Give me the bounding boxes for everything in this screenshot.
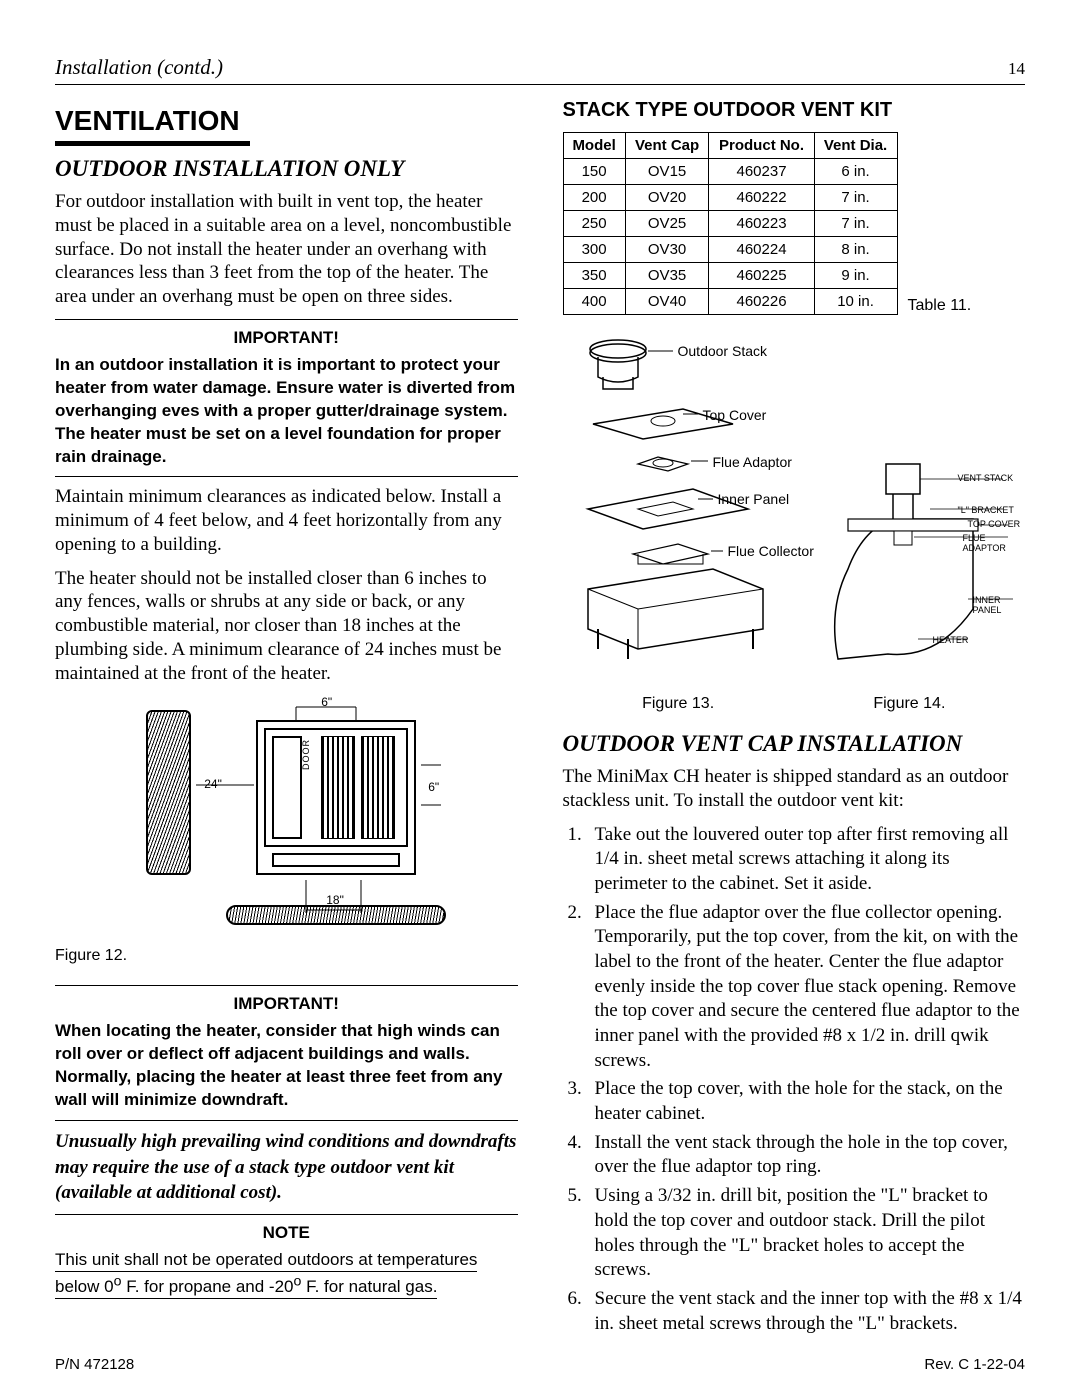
table-cell: OV25 [625,211,709,237]
table-cell: 460222 [709,185,814,211]
note-body: This unit shall not be operated outdoors… [55,1249,518,1299]
label-flue-adaptor-s: FLUE ADAPTOR [963,533,1026,553]
table-cell: OV30 [625,237,709,263]
two-columns: VENTILATION OUTDOOR INSTALLATION ONLY Fo… [55,99,1025,1340]
body-text: The MiniMax CH heater is shipped standar… [563,765,1026,813]
table-cell: 6 in. [814,159,897,185]
body-text: The heater should not be installed close… [55,567,518,686]
table-row: 350OV354602259 in. [563,263,897,289]
table-cell: 460237 [709,159,814,185]
table-cell: OV40 [625,289,709,315]
table-row: 150OV154602376 in. [563,159,897,185]
page-number: 14 [1008,59,1025,79]
header-title: Installation (contd.) [55,55,223,80]
left-column: VENTILATION OUTDOOR INSTALLATION ONLY Fo… [55,99,518,1340]
list-item: Using a 3/32 in. drill bit, position the… [587,1184,1026,1283]
separator [55,1120,518,1121]
col-product: Product No. [709,133,814,159]
label-top-cover: Top Cover [703,407,767,423]
label-flue-collector: Flue Collector [728,543,814,559]
col-dia: Vent Dia. [814,133,897,159]
table-cell: OV35 [625,263,709,289]
table-header-row: Model Vent Cap Product No. Vent Dia. [563,133,897,159]
separator [55,476,518,477]
body-text: For outdoor installation with built in v… [55,190,518,309]
part-number: P/N 472128 [55,1356,134,1373]
table-cell: 250 [563,211,625,237]
separator [55,1214,518,1215]
vent-kit-table: Model Vent Cap Product No. Vent Dia. 150… [563,132,898,315]
install-steps: Take out the louvered outer top after fi… [563,823,1026,1337]
subsection-heading: STACK TYPE OUTDOOR VENT KIT [563,99,1026,122]
label-vent-stack: VENT STACK [958,473,1014,483]
wind-note: Unusually high prevailing wind condition… [55,1129,518,1206]
figure-13-label: Figure 13. [642,695,714,713]
subsection-heading: OUTDOOR VENT CAP INSTALLATION [563,731,1026,757]
table-cell: 460224 [709,237,814,263]
rule [55,84,1025,85]
col-model: Model [563,133,625,159]
table-cell: 350 [563,263,625,289]
label-l-bracket: "L" BRACKET [958,505,1014,515]
note-title: NOTE [55,1223,518,1243]
label-inner-panel: Inner Panel [718,491,790,507]
revision: Rev. C 1-22-04 [924,1356,1025,1373]
table-cell: 460223 [709,211,814,237]
subsection-heading: OUTDOOR INSTALLATION ONLY [55,156,518,182]
exploded-view: Outdoor Stack Top Cover Flue Adaptor Inn… [563,329,1026,689]
body-text: Maintain minimum clearances as indicated… [55,485,518,556]
note-segment: F. for propane and -20 [121,1277,293,1296]
footer: P/N 472128 Rev. C 1-22-04 [55,1356,1025,1373]
table-cell: 7 in. [814,211,897,237]
table-cell: 7 in. [814,185,897,211]
label-heater: HEATER [933,635,969,645]
table-cell: 300 [563,237,625,263]
table-row: 300OV304602248 in. [563,237,897,263]
page: Installation (contd.) 14 VENTILATION OUT… [0,0,1080,1397]
important-body: In an outdoor installation it is importa… [55,354,518,469]
table-row: 200OV204602227 in. [563,185,897,211]
vent-kit-table-wrap: Model Vent Cap Product No. Vent Dia. 150… [563,132,1026,315]
table-cell: 8 in. [814,237,897,263]
thick-rule [55,141,250,146]
table-cell: 150 [563,159,625,185]
note-segment: F. for natural gas. [301,1277,437,1296]
table-cell: 10 in. [814,289,897,315]
table-cell: 460225 [709,263,814,289]
table-cell: 400 [563,289,625,315]
figure-12: DOOR 6" 6" 24" 18" [55,695,518,975]
table-row: 400OV4046022610 in. [563,289,897,315]
label-inner-panel-s: INNER PANEL [973,595,1026,615]
table-row: 250OV254602237 in. [563,211,897,237]
dim-lines [146,695,506,945]
table-cell: OV20 [625,185,709,211]
label-outdoor-stack: Outdoor Stack [678,343,768,359]
col-ventcap: Vent Cap [625,133,709,159]
list-item: Install the vent stack through the hole … [587,1131,1026,1180]
label-top-cover-s: TOP COVER [968,519,1021,529]
important-title: IMPORTANT! [55,328,518,348]
important-title: IMPORTANT! [55,994,518,1014]
list-item: Secure the vent stack and the inner top … [587,1287,1026,1336]
figure-14-label: Figure 14. [873,695,945,713]
separator [55,985,518,986]
section-heading: VENTILATION [55,105,518,137]
table-cell: 9 in. [814,263,897,289]
figure-label: Figure 12. [55,947,127,965]
important-body: When locating the heater, consider that … [55,1020,518,1112]
list-item: Place the flue adaptor over the flue col… [587,901,1026,1074]
separator [55,319,518,320]
label-flue-adaptor: Flue Adaptor [713,454,792,470]
table-cell: 200 [563,185,625,211]
table-caption: Table 11. [908,297,972,315]
table-cell: OV15 [625,159,709,185]
figure-labels-row: Figure 13. Figure 14. [563,695,1026,713]
list-item: Place the top cover, with the hole for t… [587,1077,1026,1126]
running-head: Installation (contd.) 14 [55,55,1025,80]
right-column: STACK TYPE OUTDOOR VENT KIT Model Vent C… [563,99,1026,1340]
list-item: Take out the louvered outer top after fi… [587,823,1026,897]
table-cell: 460226 [709,289,814,315]
